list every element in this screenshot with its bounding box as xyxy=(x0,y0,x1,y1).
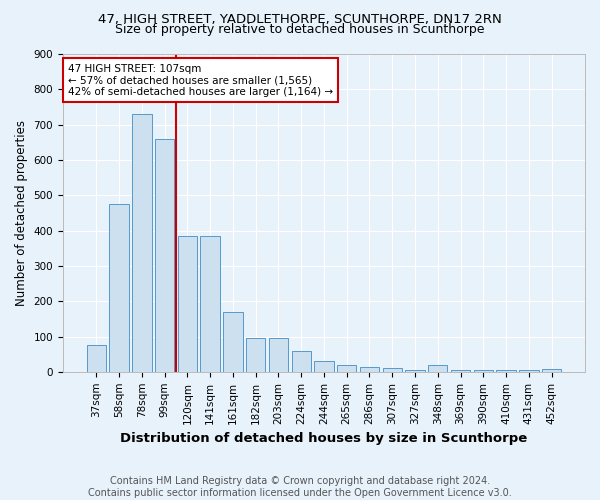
Bar xyxy=(246,338,265,372)
Bar xyxy=(360,366,379,372)
Text: Contains HM Land Registry data © Crown copyright and database right 2024.
Contai: Contains HM Land Registry data © Crown c… xyxy=(88,476,512,498)
Bar xyxy=(337,365,356,372)
Bar xyxy=(223,312,242,372)
Bar xyxy=(383,368,402,372)
Bar xyxy=(109,204,129,372)
Bar xyxy=(132,114,152,372)
Bar xyxy=(200,236,220,372)
Y-axis label: Number of detached properties: Number of detached properties xyxy=(15,120,28,306)
Bar xyxy=(519,370,539,372)
Text: Size of property relative to detached houses in Scunthorpe: Size of property relative to detached ho… xyxy=(115,22,485,36)
Bar xyxy=(406,370,425,372)
Bar xyxy=(473,370,493,372)
Bar xyxy=(178,236,197,372)
Text: 47, HIGH STREET, YADDLETHORPE, SCUNTHORPE, DN17 2RN: 47, HIGH STREET, YADDLETHORPE, SCUNTHORP… xyxy=(98,12,502,26)
Bar xyxy=(86,346,106,372)
Bar xyxy=(269,338,288,372)
Bar xyxy=(155,139,174,372)
Bar xyxy=(496,370,516,372)
Bar xyxy=(292,350,311,372)
Bar xyxy=(451,370,470,372)
X-axis label: Distribution of detached houses by size in Scunthorpe: Distribution of detached houses by size … xyxy=(121,432,527,445)
Bar xyxy=(428,366,448,372)
Bar xyxy=(314,361,334,372)
Text: 47 HIGH STREET: 107sqm
← 57% of detached houses are smaller (1,565)
42% of semi-: 47 HIGH STREET: 107sqm ← 57% of detached… xyxy=(68,64,333,96)
Bar xyxy=(542,369,561,372)
